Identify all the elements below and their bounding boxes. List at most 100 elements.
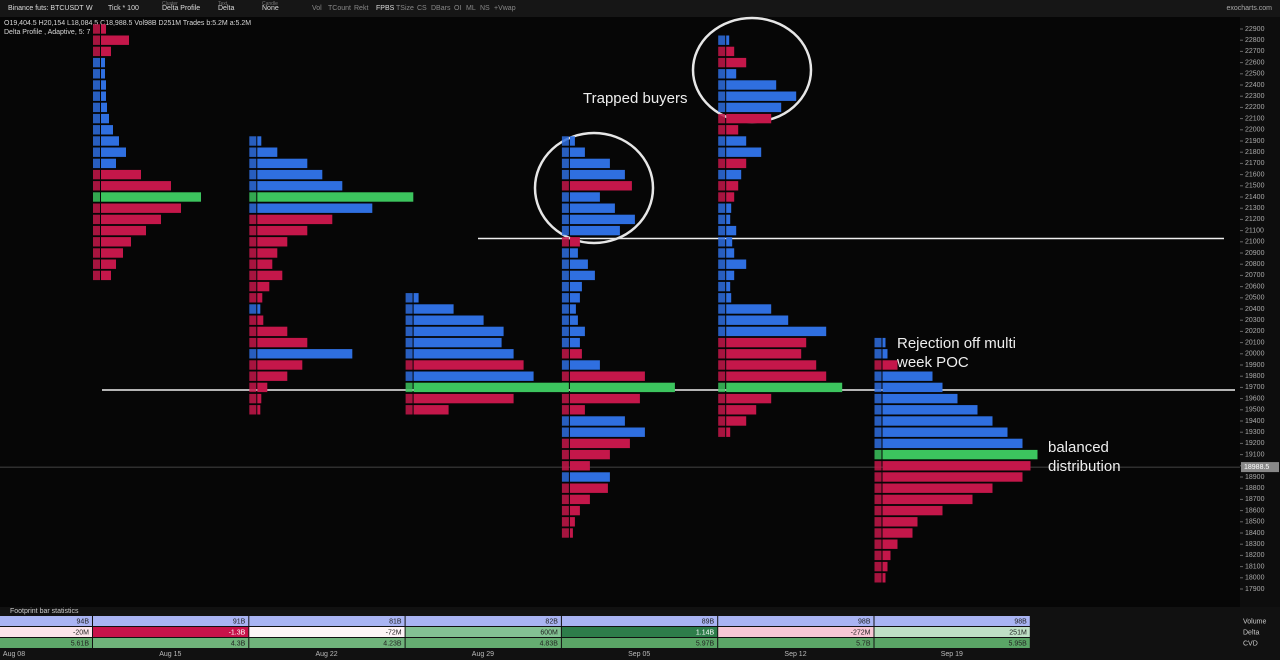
delta-bar bbox=[726, 192, 735, 202]
label-cell bbox=[249, 382, 257, 393]
toolbar-label: Text bbox=[218, 1, 228, 7]
y-tick-label: 22000 bbox=[1245, 127, 1265, 134]
stats-row-label: Volume bbox=[1243, 618, 1266, 625]
label-cell bbox=[93, 69, 100, 79]
delta-bar bbox=[882, 349, 888, 359]
toolbar-item[interactable]: Delta bbox=[218, 5, 235, 12]
stats-cell bbox=[0, 627, 92, 637]
label-cell bbox=[561, 181, 569, 191]
toolbar-item[interactable]: Delta Profile bbox=[162, 5, 201, 12]
stats-value: 91B bbox=[233, 618, 246, 625]
stats-cell bbox=[405, 627, 561, 637]
toolbar-item[interactable]: DBars bbox=[431, 5, 451, 12]
delta-bar bbox=[569, 192, 600, 202]
label-cell bbox=[718, 270, 726, 281]
label-cell bbox=[93, 225, 100, 236]
toolbar-item[interactable]: TSize bbox=[396, 5, 414, 12]
delta-bar bbox=[101, 248, 123, 258]
stats-value: 4.3B bbox=[231, 640, 246, 647]
y-tick-label: 20500 bbox=[1245, 295, 1265, 302]
y-tick-label: 22200 bbox=[1245, 104, 1265, 111]
label-cell bbox=[718, 57, 726, 68]
label-cell bbox=[718, 349, 726, 359]
label-cell bbox=[249, 270, 257, 281]
delta-bar bbox=[101, 102, 107, 113]
toolbar: Binance futs: BTCUSDT W Tick * 100 Cluster D… bbox=[0, 0, 1280, 17]
y-tick-label: 20800 bbox=[1245, 261, 1265, 268]
toolbar-item[interactable]: W bbox=[86, 5, 93, 12]
toolbar-item[interactable]: CS bbox=[417, 5, 427, 12]
y-tick-label: 19200 bbox=[1245, 440, 1265, 447]
y-tick-label: 20000 bbox=[1245, 351, 1265, 358]
label-cell bbox=[249, 337, 257, 348]
label-cell bbox=[718, 102, 726, 113]
delta-bar bbox=[726, 304, 772, 314]
delta-bar bbox=[726, 147, 762, 157]
stats-value: 251M bbox=[1009, 629, 1027, 636]
toolbar-item[interactable]: None bbox=[262, 5, 279, 12]
delta-bar bbox=[413, 293, 419, 303]
delta-bar bbox=[726, 371, 827, 381]
label-cell bbox=[249, 158, 257, 169]
toolbar-item[interactable]: TCount bbox=[328, 5, 351, 12]
delta-bar bbox=[882, 494, 973, 505]
y-tick-label: 21000 bbox=[1245, 239, 1265, 246]
delta-bar bbox=[726, 91, 797, 101]
toolbar-item[interactable]: Rekt bbox=[354, 5, 369, 12]
label-cell bbox=[561, 147, 569, 157]
label-cell bbox=[561, 270, 569, 281]
toolbar-item[interactable]: Binance futs: BTCUSDT bbox=[8, 5, 84, 12]
label-cell bbox=[718, 69, 726, 79]
delta-bar bbox=[101, 113, 109, 124]
delta-bar bbox=[882, 539, 898, 549]
y-tick-label: 22400 bbox=[1245, 82, 1265, 89]
toolbar-item[interactable]: NS bbox=[480, 5, 490, 12]
label-cell bbox=[874, 438, 882, 449]
label-cell bbox=[874, 573, 882, 583]
delta-bar bbox=[257, 293, 263, 303]
toolbar-label: Candle bbox=[262, 1, 278, 7]
delta-bar bbox=[726, 69, 737, 79]
x-tick-label: Aug 29 bbox=[472, 651, 494, 658]
label-cell bbox=[718, 326, 726, 337]
y-tick-label: 19400 bbox=[1245, 418, 1265, 425]
ohlc-legend: O19,404.5 H20,154 L18,084.5 C18,988.5 Vo… bbox=[4, 20, 251, 27]
delta-bar bbox=[257, 270, 283, 281]
toolbar-item[interactable]: ML bbox=[466, 5, 476, 12]
toolbar-item[interactable]: OI bbox=[454, 5, 462, 12]
label-cell bbox=[249, 304, 257, 314]
toolbar-item[interactable]: Vol bbox=[312, 5, 322, 12]
delta-bar bbox=[726, 326, 827, 337]
delta-bar bbox=[882, 573, 886, 583]
label-cell bbox=[561, 517, 569, 527]
toolbar-label: Cluster bbox=[162, 1, 178, 7]
delta-bar bbox=[257, 349, 353, 359]
delta-bar bbox=[882, 449, 1038, 460]
toolbar-item[interactable]: FPBS bbox=[376, 5, 395, 12]
label-cell bbox=[718, 136, 726, 146]
toolbar-item[interactable]: Tick * 100 bbox=[108, 5, 139, 12]
delta-bar bbox=[569, 169, 625, 180]
delta-bar bbox=[569, 248, 578, 258]
stats-value: 600M bbox=[540, 629, 558, 636]
label-cell bbox=[718, 192, 726, 202]
delta-bar bbox=[257, 147, 278, 157]
label-cell bbox=[249, 237, 257, 247]
delta-bar bbox=[101, 80, 106, 90]
study-legend: Delta Profile , Adaptive, 5: 7 bbox=[4, 29, 90, 36]
delta-bar bbox=[257, 382, 268, 393]
toolbar-item[interactable]: +Vwap bbox=[494, 5, 516, 12]
label-cell bbox=[249, 203, 257, 213]
circle-annotation bbox=[533, 131, 655, 245]
label-cell bbox=[874, 528, 882, 538]
stats-value: 5.7B bbox=[856, 640, 871, 647]
label-cell bbox=[93, 113, 100, 124]
y-tick-label: 22600 bbox=[1245, 59, 1265, 66]
delta-bar bbox=[101, 237, 131, 247]
label-cell bbox=[249, 371, 257, 381]
label-cell bbox=[249, 405, 257, 415]
delta-bar bbox=[569, 281, 582, 292]
delta-bar bbox=[569, 225, 620, 236]
label-cell bbox=[561, 293, 569, 303]
